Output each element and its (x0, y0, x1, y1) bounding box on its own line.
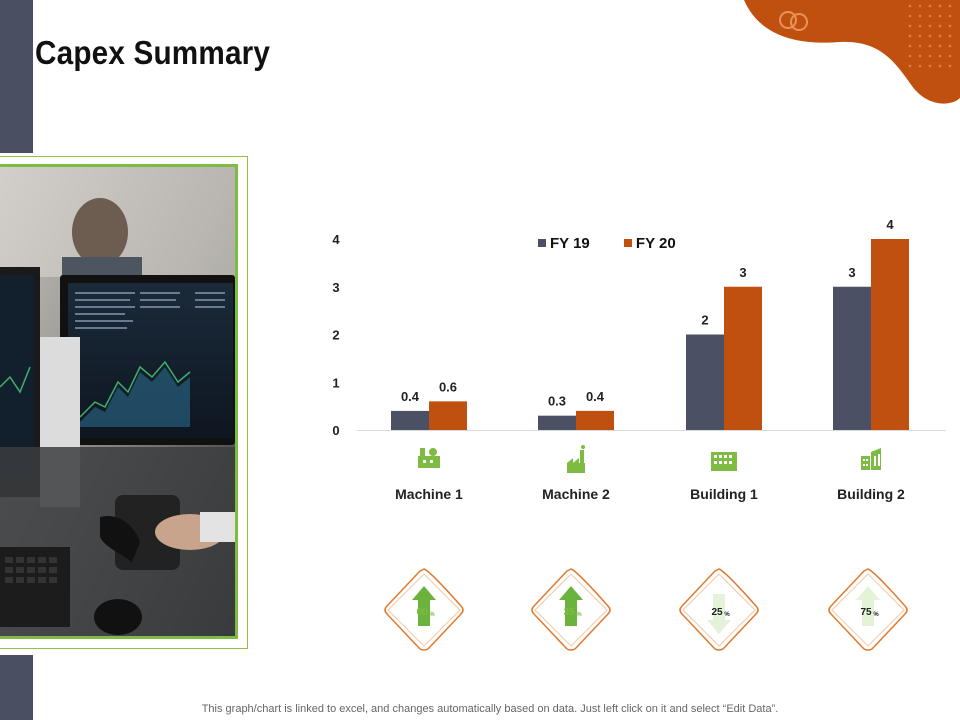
growth-badge: 75% (828, 568, 908, 651)
y-tick-label: 4 (332, 232, 340, 247)
badge-unit: % (429, 612, 435, 618)
sidebar-accent-bottom (0, 655, 33, 720)
footer-note: This graph/chart is linked to excel, and… (201, 703, 779, 715)
bar-value-label: 0.4 (401, 389, 420, 404)
x-category-label: Machine 2 (542, 486, 610, 502)
legend-label-fy19: FY 19 (550, 235, 590, 252)
x-category-label: Building 2 (837, 486, 905, 502)
page-title: Capex Summary (35, 34, 271, 71)
building-icon (711, 452, 737, 471)
bar-value-label: 0.3 (548, 394, 566, 409)
badge-value: 25 (711, 607, 723, 618)
bar-fy20 (576, 410, 614, 430)
y-tick-label: 3 (332, 280, 339, 295)
trading-desk-photo (0, 164, 238, 639)
bar-fy20 (429, 401, 467, 430)
bar-fy19 (538, 415, 576, 430)
legend-swatch-fy19 (538, 239, 546, 247)
arrow-down-icon (707, 594, 731, 634)
y-tick-label: 1 (332, 375, 339, 390)
legend-swatch-fy20 (623, 239, 632, 247)
bar-value-label: 0.4 (586, 389, 605, 404)
bar-fy19 (391, 410, 429, 430)
badge-unit: % (873, 612, 879, 618)
bar-value-label: 3 (848, 265, 855, 280)
arrow-up-icon (559, 586, 583, 626)
legend-label-fy20: FY 20 (635, 235, 676, 252)
x-category-label: Building 1 (690, 486, 758, 502)
chart-legend: FY 19 FY 20 (538, 235, 706, 252)
y-tick-label: 2 (332, 328, 339, 343)
factory-icon (418, 448, 440, 468)
arrow-up-icon (412, 586, 436, 626)
buildings-icon (861, 448, 881, 470)
arrow-up-icon (856, 586, 880, 626)
bar-fy20 (871, 239, 909, 430)
badge-value: 75 (860, 607, 872, 618)
legend-item-fy20: FY 20 (623, 235, 676, 252)
badge-unit: % (576, 612, 582, 618)
bar-value-label: 0.6 (439, 379, 457, 394)
badge-outer-diamond (531, 568, 611, 651)
growth-badge: 25% (679, 568, 759, 651)
x-category-label: Machine 1 (395, 486, 463, 502)
bar-value-label: 4 (886, 217, 894, 232)
growth-badge: 60% (384, 568, 464, 651)
y-tick-label: 0 (332, 423, 339, 438)
badge-value: 60 (416, 607, 428, 618)
plant-icon (567, 445, 585, 473)
bar-value-label: 2 (701, 313, 708, 328)
badge-value: 35 (563, 607, 575, 618)
badge-outer-diamond (384, 568, 464, 651)
growth-badge: 35% (531, 568, 611, 651)
bar-value-label: 3 (739, 265, 746, 280)
badge-outer-diamond (828, 568, 908, 651)
bar-fy20 (724, 286, 762, 430)
badge-unit: % (724, 612, 730, 618)
sidebar-accent-top (0, 0, 33, 153)
bar-fy19 (833, 286, 871, 430)
badge-outer-diamond (679, 568, 759, 651)
legend-item-fy19: FY 19 (538, 235, 590, 252)
bar-fy19 (686, 334, 724, 430)
decorative-blob (744, 0, 960, 104)
